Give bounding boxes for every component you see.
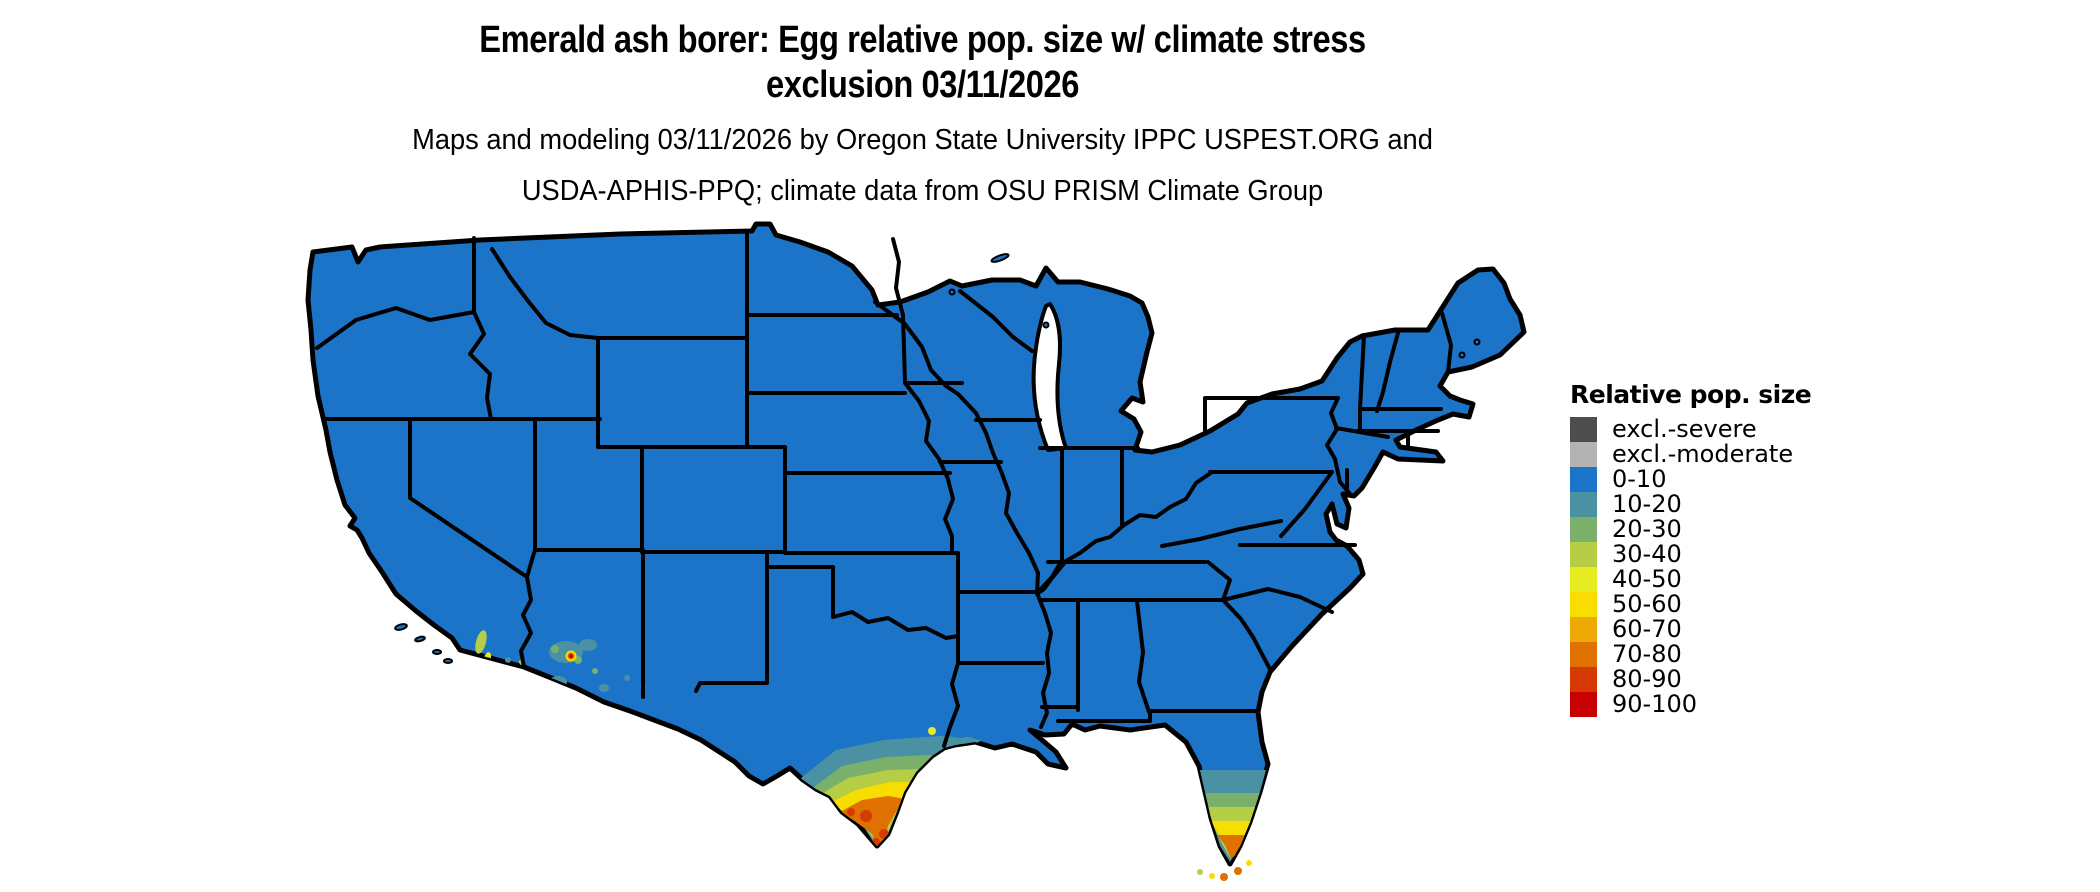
us-land: [305, 221, 1527, 867]
legend-title: Relative pop. size: [1570, 380, 1812, 409]
legend-entry-label: 90-100: [1612, 690, 1698, 718]
map-subtitle-line1: Maps and modeling 03/11/2026 by Oregon S…: [412, 124, 1433, 156]
legend-entry: 80-90: [1570, 667, 1811, 692]
legend-rows: excl.-severe excl.-moderate 0-10 10-20 20-30…: [1570, 417, 1811, 717]
legend-entry-label: excl.-moderate: [1612, 440, 1794, 468]
legend-entry: excl.-severe: [1570, 417, 1811, 442]
legend-swatch: [1570, 417, 1597, 442]
florida-keys: [1197, 860, 1252, 881]
legend-swatch: [1570, 667, 1597, 692]
legend-swatch: [1570, 617, 1597, 642]
legend-swatch: [1570, 592, 1597, 617]
state-borders: [315, 231, 1453, 748]
legend-swatch: [1570, 692, 1597, 717]
legend-entry-label: 50-60: [1612, 590, 1682, 618]
legend-entry-label: 60-70: [1612, 615, 1682, 643]
legend-entry: 50-60: [1570, 592, 1811, 617]
legend: Relative pop. size excl.-severe excl.-mod…: [1570, 380, 1812, 717]
map-title-line2: exclusion 03/11/2026: [766, 64, 1079, 106]
legend-entry: 70-80: [1570, 642, 1811, 667]
legend-swatch: [1570, 492, 1597, 517]
title-block: Emerald ash borer: Egg relative pop. siz…: [0, 18, 1845, 210]
legend-entry: 30-40: [1570, 542, 1811, 567]
legend-swatch: [1570, 467, 1597, 492]
legend-entry: 10-20: [1570, 492, 1811, 517]
legend-entry: 40-50: [1570, 567, 1811, 592]
legend-entry-label: excl.-severe: [1612, 415, 1757, 443]
legend-entry: 90-100: [1570, 692, 1811, 717]
legend-entry-label: 20-30: [1612, 515, 1682, 543]
legend-entry: excl.-moderate: [1570, 442, 1811, 467]
legend-entry-label: 70-80: [1612, 640, 1682, 668]
legend-swatch: [1570, 542, 1597, 567]
legend-entry: 60-70: [1570, 617, 1811, 642]
legend-entry-label: 80-90: [1612, 665, 1682, 693]
islands: [394, 253, 1481, 664]
legend-entry: 0-10: [1570, 467, 1811, 492]
legend-swatch: [1570, 517, 1597, 542]
legend-swatch: [1570, 442, 1597, 467]
legend-swatch: [1570, 567, 1597, 592]
map-title-line1: Emerald ash borer: Egg relative pop. siz…: [479, 19, 1366, 61]
legend-entry-label: 10-20: [1612, 490, 1682, 518]
legend-entry-label: 0-10: [1612, 465, 1667, 493]
legend-entry: 20-30: [1570, 517, 1811, 542]
legend-entry-label: 40-50: [1612, 565, 1682, 593]
map-subtitle-line2: USDA-APHIS-PPQ; climate data from OSU PR…: [521, 175, 1324, 207]
florida-hotspot: [1199, 770, 1266, 862]
legend-entry-label: 30-40: [1612, 540, 1682, 568]
legend-swatch: [1570, 642, 1597, 667]
